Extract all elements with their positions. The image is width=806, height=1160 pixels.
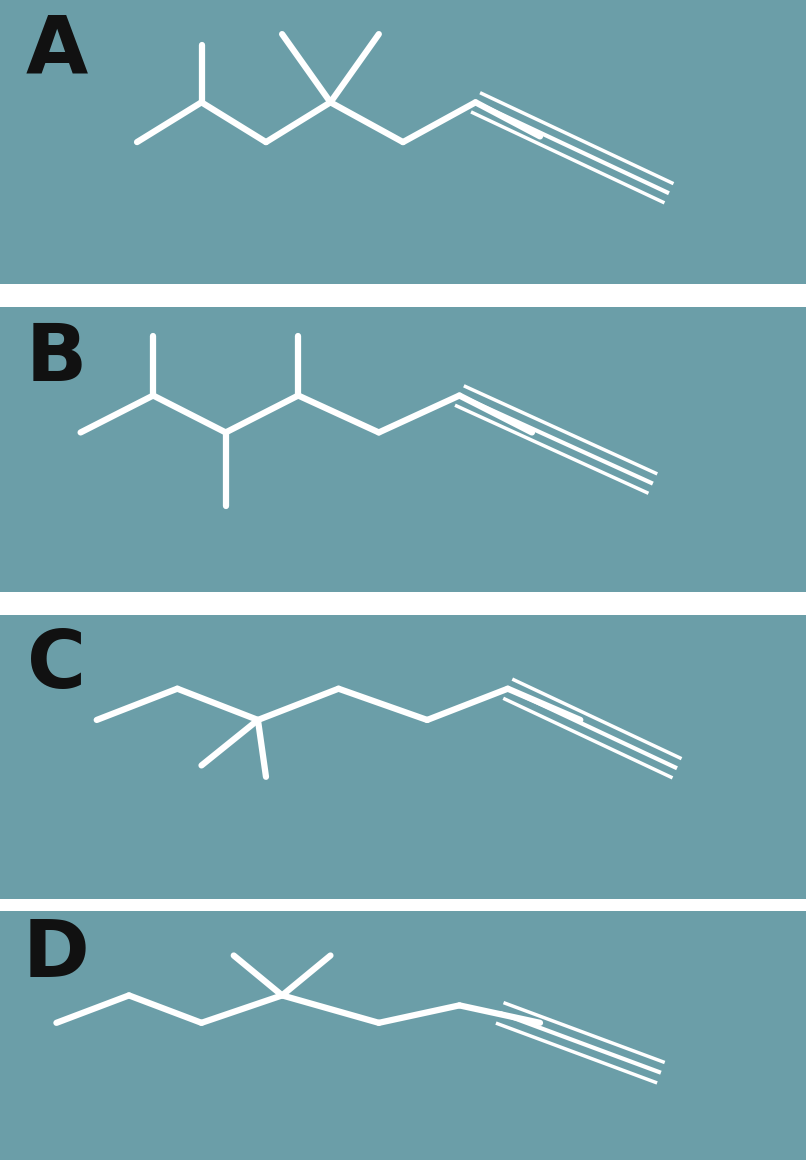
- FancyBboxPatch shape: [0, 911, 806, 1160]
- FancyBboxPatch shape: [0, 307, 806, 592]
- Text: A: A: [25, 12, 88, 90]
- Text: D: D: [23, 916, 89, 994]
- FancyBboxPatch shape: [0, 615, 806, 899]
- Text: B: B: [26, 319, 87, 398]
- Text: C: C: [27, 626, 86, 705]
- FancyBboxPatch shape: [0, 0, 806, 284]
